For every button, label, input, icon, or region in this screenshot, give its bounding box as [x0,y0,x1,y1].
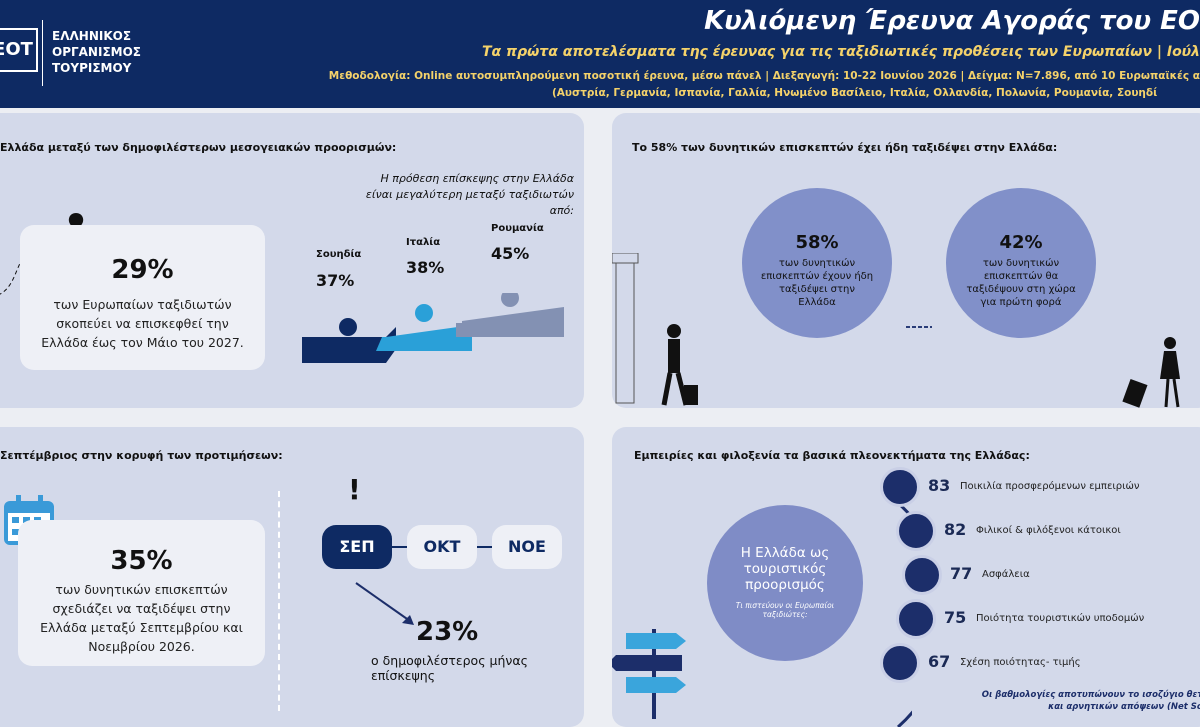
item-icon [902,555,942,595]
illustration [612,253,1180,408]
logo-divider [42,20,43,86]
panel: Εμπειρίες και φιλοξενία τα βασικά πλεονε… [612,427,1200,727]
country-name: Σουηδία [316,249,362,260]
arrow [355,582,414,625]
footnote-line: και αρνητικών απόψεων (Net Scor [1048,702,1200,712]
item-label: Σχέση ποιότητας- τιμής [960,657,1081,668]
item-label: Ασφάλεια [982,569,1030,580]
logo-line: ΤΟΥΡΙΣΜΟΥ [52,61,132,75]
logo-line: ΟΡΓΑΝΙΣΜΟΣ [52,45,141,59]
month-stat: 23% [416,617,479,647]
item-icon [880,643,920,683]
item-icon [896,511,936,551]
stat-text: των Ευρωπαίων ταξιδιωτών σκοπεύει να επι… [41,297,244,350]
connector [392,546,407,548]
stat-text: των δυνητικών επισκεπτών σχεδιάζει να τα… [40,582,243,654]
country-name: Ρουμανία [491,223,544,234]
country-name: Ιταλία [406,237,441,248]
item-label: Ποικιλία προσφερόμενων εμπειριών [960,481,1140,492]
item-score: 83 [928,476,951,495]
month-text: ο δημοφιλέστερος μήνας επίσκεψης [371,653,528,683]
panel: Σεπτέμβριος στην κορυφή των προτιμήσεων:… [0,427,584,727]
stat: 35% [110,546,173,576]
circle-text: των δυνητικών επισκεπτών έχουν ήδη ταξιδ… [760,258,874,308]
panel-title: Σεπτέμβριος στην κορυφή των προτιμήσεων: [0,449,283,462]
connector [477,546,492,548]
item-score: 77 [950,564,973,583]
logo-text: ΕΛΛΗΝΙΚΟΣ ΟΡΓΑΝΙΣΜΟΣ ΤΟΥΡΙΣΜΟΥ [52,28,141,76]
item-icon [880,467,920,507]
panel-title: Εμπειρίες και φιλοξενία τα βασικά πλεονε… [634,449,1030,462]
subtitle: Τα πρώτα αποτελέσματα της έρευνας για τι… [481,44,1200,60]
header: ΕΟΤ ΕΛΛΗΝΙΚΟΣ ΟΡΓΑΝΙΣΜΟΣ ΤΟΥΡΙΣΜΟΥ Κυλιό… [0,0,1200,108]
stat-card: 29% των Ευρωπαίων ταξιδιωτών σκοπεύει να… [20,225,265,370]
panel-title: Το 58% των δυνητικών επισκεπτών έχει ήδη… [632,141,1058,154]
panel-title: Ελλάδα μεταξύ των δημοφιλέστερων μεσογει… [0,141,397,154]
stat-card: 35% των δυνητικών επισκεπτών σχεδιάζει ν… [18,520,265,666]
logo-line: ΕΛΛΗΝΙΚΟΣ [52,29,132,43]
footnote-line: Οι βαθμολογίες αποτυπώνουν το ισοζύγιο θ… [981,690,1200,700]
circle: 42% των δυνητικών επισκεπτών θα ταξιδέψο… [946,188,1096,338]
footnote: Οι βαθμολογίες αποτυπώνουν το ισοζύγιο θ… [982,689,1200,713]
methodology: (Αυστρία, Γερμανία, Ισπανία, Γαλλία, Ηνω… [552,87,1158,99]
item-score: 67 [928,652,951,671]
country-value: 45% [491,244,530,263]
circle: 58% των δυνητικών επισκεπτών έχουν ήδη τ… [742,188,892,338]
country-value: 37% [316,271,355,290]
panel: Ελλάδα μεταξύ των δημοφιλέστερων μεσογει… [0,113,584,408]
decor [612,501,912,727]
circle-title: Η Ελλάδα ως τουριστικός προορισμός [740,545,830,593]
item-icon [896,599,936,639]
item-label: Ποιότητα τουριστικών υποδομών [976,613,1145,624]
item-label: Φιλικοί & φιλόξενοι κάτοικοι [976,525,1121,536]
alert: ! [348,473,361,506]
note: Η πρόθεση επίσκεψης στην Ελλάδα είναι με… [365,172,574,217]
logo-mark: ΕΟΤ [0,28,38,72]
stat: 29% [111,255,174,285]
country-value: 38% [406,258,445,277]
circle-value: 42% [999,232,1043,253]
circle-text: των δυνητικών επισκεπτών θα ταξιδέψουν σ… [966,258,1076,308]
divider [278,491,280,711]
item-score: 82 [944,520,967,539]
circle-value: 58% [795,232,839,253]
podium [302,293,564,363]
month: ΣΕΠ [322,525,392,569]
panel: Το 58% των δυνητικών επισκεπτών έχει ήδη… [612,113,1200,408]
month: ΝΟΕ [492,525,562,569]
item-score: 75 [944,608,967,627]
circle-sub: Τι πιστεύουν οι Ευρωπαίοι ταξιδιώτες: [735,601,835,619]
circle: Η Ελλάδα ως τουριστικός προορισμός Τι πι… [707,505,863,661]
month: ΟΚΤ [407,525,477,569]
methodology: Μεθοδολογία: Online αυτοσυμπληρούμενη πο… [328,70,1200,82]
title: Κυλιόμενη Έρευνα Αγοράς του ΕΟ [704,6,1200,36]
